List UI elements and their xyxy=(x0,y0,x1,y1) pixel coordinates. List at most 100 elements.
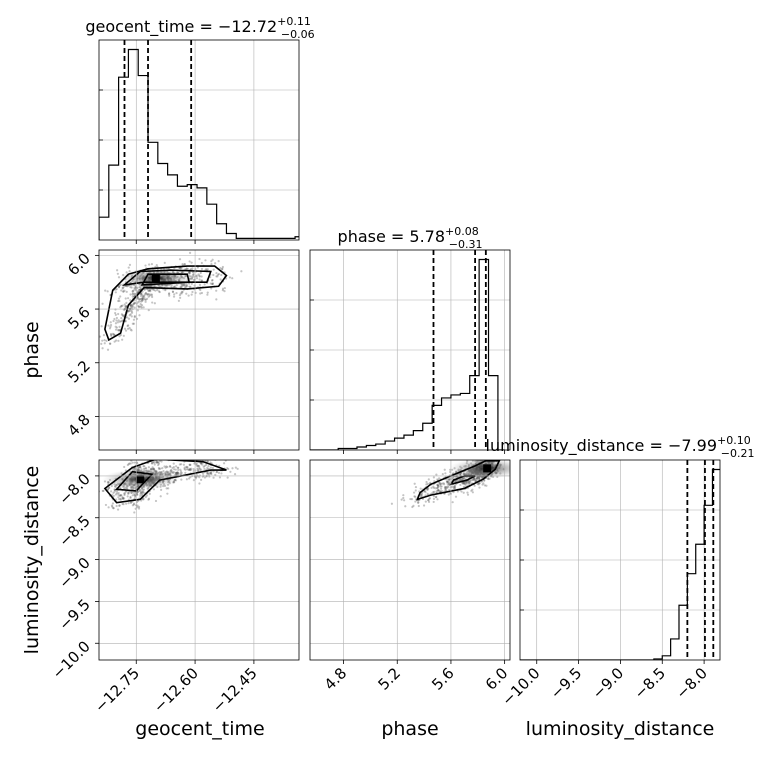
sample-point xyxy=(445,486,448,490)
sample-point xyxy=(458,478,461,481)
sample-point xyxy=(211,258,214,261)
sample-point xyxy=(190,261,193,264)
sample-point xyxy=(123,492,126,495)
sample-point xyxy=(143,288,146,291)
sample-point xyxy=(145,297,149,300)
contour-1 xyxy=(121,269,212,287)
sample-point xyxy=(157,461,160,464)
sample-point xyxy=(466,493,470,496)
sample-point xyxy=(147,497,151,500)
sample-point xyxy=(153,463,156,466)
sample-point xyxy=(206,455,208,457)
sample-point xyxy=(167,487,170,490)
sample-point xyxy=(409,497,412,501)
sample-point xyxy=(150,467,153,471)
sample-point xyxy=(115,326,119,329)
sample-point xyxy=(176,471,179,474)
sample-point xyxy=(160,460,163,463)
sample-point xyxy=(131,293,134,296)
sample-point xyxy=(212,273,215,277)
sample-point xyxy=(183,263,186,266)
sample-point xyxy=(417,501,420,504)
sample-point xyxy=(174,468,177,471)
sample-point xyxy=(164,466,167,469)
sample-point xyxy=(157,457,159,459)
sample-point xyxy=(200,279,203,282)
sample-point xyxy=(121,502,124,506)
sample-point xyxy=(144,298,147,301)
sample-point xyxy=(140,490,143,493)
panel-phase-geocent_time: 4.8 5.2 5.6 6.0 xyxy=(64,249,300,454)
sample-point xyxy=(132,318,136,321)
sample-point xyxy=(197,469,200,472)
sample-point xyxy=(132,503,135,506)
sample-point xyxy=(131,322,134,325)
sample-point xyxy=(148,293,151,296)
sample-point xyxy=(103,342,106,345)
sample-point xyxy=(113,340,116,343)
sample-point xyxy=(129,304,132,307)
sample-point xyxy=(131,289,134,293)
sample-point xyxy=(498,457,500,459)
sample-point xyxy=(190,293,193,296)
sample-point xyxy=(118,299,121,303)
sample-point xyxy=(154,289,157,292)
sample-point xyxy=(468,481,471,484)
sample-point xyxy=(215,289,218,292)
sample-point xyxy=(133,502,136,505)
sample-point xyxy=(126,327,130,330)
sample-point xyxy=(110,334,113,337)
sample-point xyxy=(121,314,125,317)
sample-point xyxy=(426,488,429,491)
sample-point xyxy=(101,489,104,493)
sample-point xyxy=(483,479,486,482)
sample-point xyxy=(473,458,475,460)
sample-point xyxy=(137,507,141,510)
sample-point xyxy=(151,295,154,299)
sample-point xyxy=(121,496,124,499)
sample-point xyxy=(192,468,195,471)
sample-point xyxy=(140,292,143,295)
sample-point xyxy=(129,313,132,316)
sample-point xyxy=(171,470,174,473)
sample-point xyxy=(233,472,237,476)
sample-point xyxy=(159,495,162,498)
sample-point xyxy=(427,500,431,503)
sample-point xyxy=(187,294,190,297)
sample-point xyxy=(169,469,172,472)
sample-point xyxy=(472,477,475,480)
sample-point xyxy=(451,477,454,480)
sample-point xyxy=(170,469,173,472)
sample-point xyxy=(129,328,132,331)
sample-point xyxy=(173,468,176,471)
sample-point xyxy=(207,472,210,475)
sample-point xyxy=(428,497,431,500)
sample-point xyxy=(220,268,224,271)
sample-point xyxy=(432,495,436,498)
sample-point xyxy=(123,493,126,497)
sample-point xyxy=(128,314,131,317)
sample-point xyxy=(210,470,213,473)
sample-point xyxy=(143,296,146,299)
sample-point xyxy=(198,257,201,261)
sample-point xyxy=(151,466,154,469)
sample-point xyxy=(188,467,191,470)
sample-point xyxy=(435,490,438,493)
sample-point xyxy=(126,324,129,328)
sample-point xyxy=(107,486,111,489)
sample-point xyxy=(126,297,130,300)
sample-point xyxy=(130,460,133,462)
sample-point xyxy=(116,508,120,511)
sample-point xyxy=(141,491,144,494)
ytick-label-luminosity_distance: −8.0 xyxy=(55,470,93,508)
sample-point xyxy=(133,315,136,318)
sample-point xyxy=(131,306,134,309)
sample-point xyxy=(156,461,159,464)
sample-point xyxy=(168,292,171,295)
panel-frame xyxy=(98,249,300,451)
sample-point xyxy=(196,467,199,470)
sample-point xyxy=(172,466,176,469)
sample-point xyxy=(188,463,191,467)
sample-point xyxy=(189,285,192,288)
sample-point xyxy=(139,298,142,301)
